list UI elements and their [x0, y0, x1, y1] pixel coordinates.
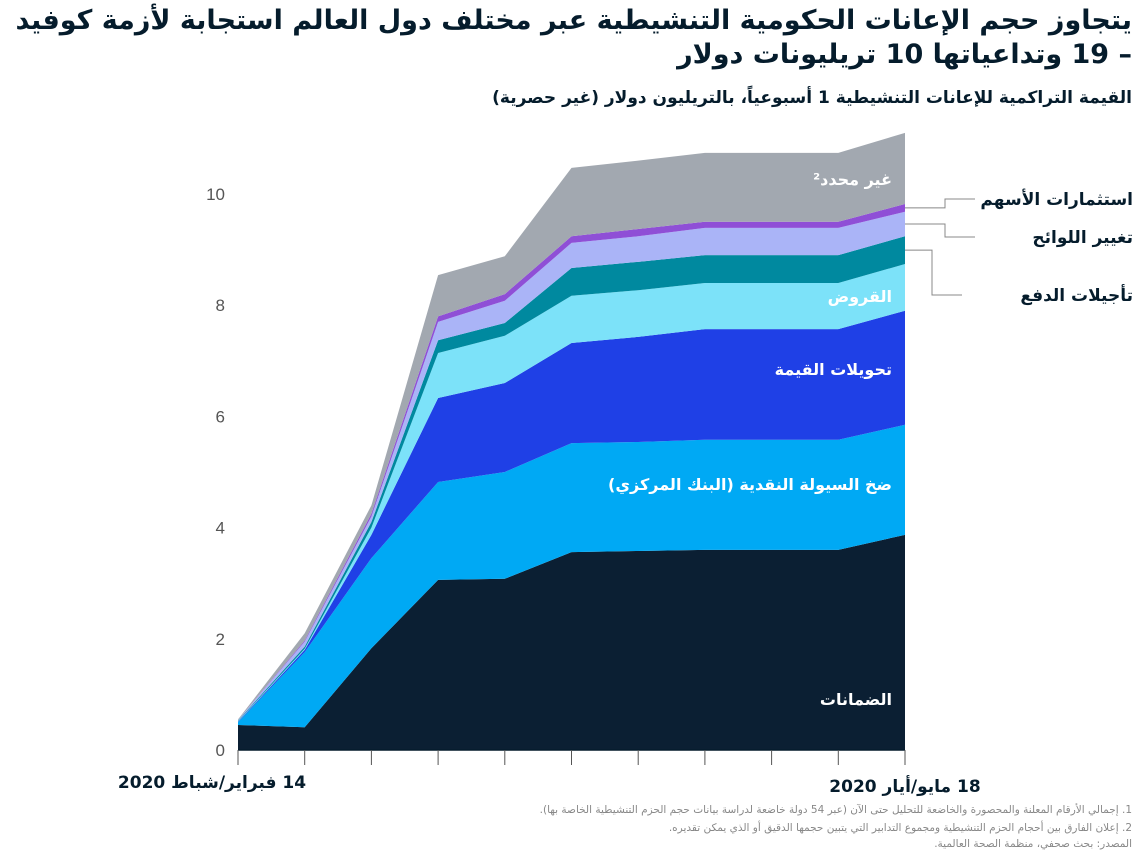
- x-tick-label-last: 18 مايو/أيار 2020: [829, 775, 980, 797]
- footnote-1: 1. إجمالي الأرقام المعلنة والمحصورة والخ…: [539, 804, 1132, 816]
- series-label: استثمارات الأسهم: [980, 189, 1133, 210]
- y-tick-label: 8: [216, 296, 225, 315]
- series-label: تأجيلات الدفع: [1020, 284, 1133, 306]
- series-label: القروض: [828, 287, 892, 306]
- source-note: المصدر: بحث صحفي، منظمة الصحة العالمية.: [934, 838, 1132, 850]
- area-series-0: [238, 534, 905, 750]
- series-label: غير محدد²: [813, 170, 892, 189]
- leader-line: [905, 249, 962, 296]
- leader-line: [905, 223, 975, 238]
- y-tick-label: 4: [216, 519, 225, 538]
- y-tick-label: 0: [216, 741, 225, 760]
- series-label: الضمانات: [820, 690, 892, 709]
- chart-title: يتجاوز حجم الإعانات الحكومية التنشيطية ع…: [15, 5, 1132, 70]
- area-series-3: [238, 264, 905, 722]
- series-label: تحويلات القيمة: [775, 360, 892, 379]
- series-label: ضخ السيولة النقدية (البنك المركزي): [608, 475, 892, 495]
- area-series-1: [238, 424, 905, 728]
- area-series-7: [238, 132, 905, 720]
- x-tick-label-first: 14 فبراير/شباط 2020: [118, 773, 306, 793]
- series-label: تغيير اللوائح: [1032, 228, 1133, 248]
- leader-line: [905, 198, 975, 209]
- footnote-2: 2. إعلان الفارق بين أحجام الحزم التنشيطي…: [668, 822, 1132, 834]
- y-tick-label: 2: [216, 630, 225, 649]
- y-tick-label: 6: [216, 407, 225, 426]
- area-series-2: [238, 310, 905, 723]
- chart-subtitle: القيمة التراكمية للإعانات التنشيطية 1 أس…: [492, 88, 1132, 108]
- y-tick-label: 10: [206, 185, 225, 204]
